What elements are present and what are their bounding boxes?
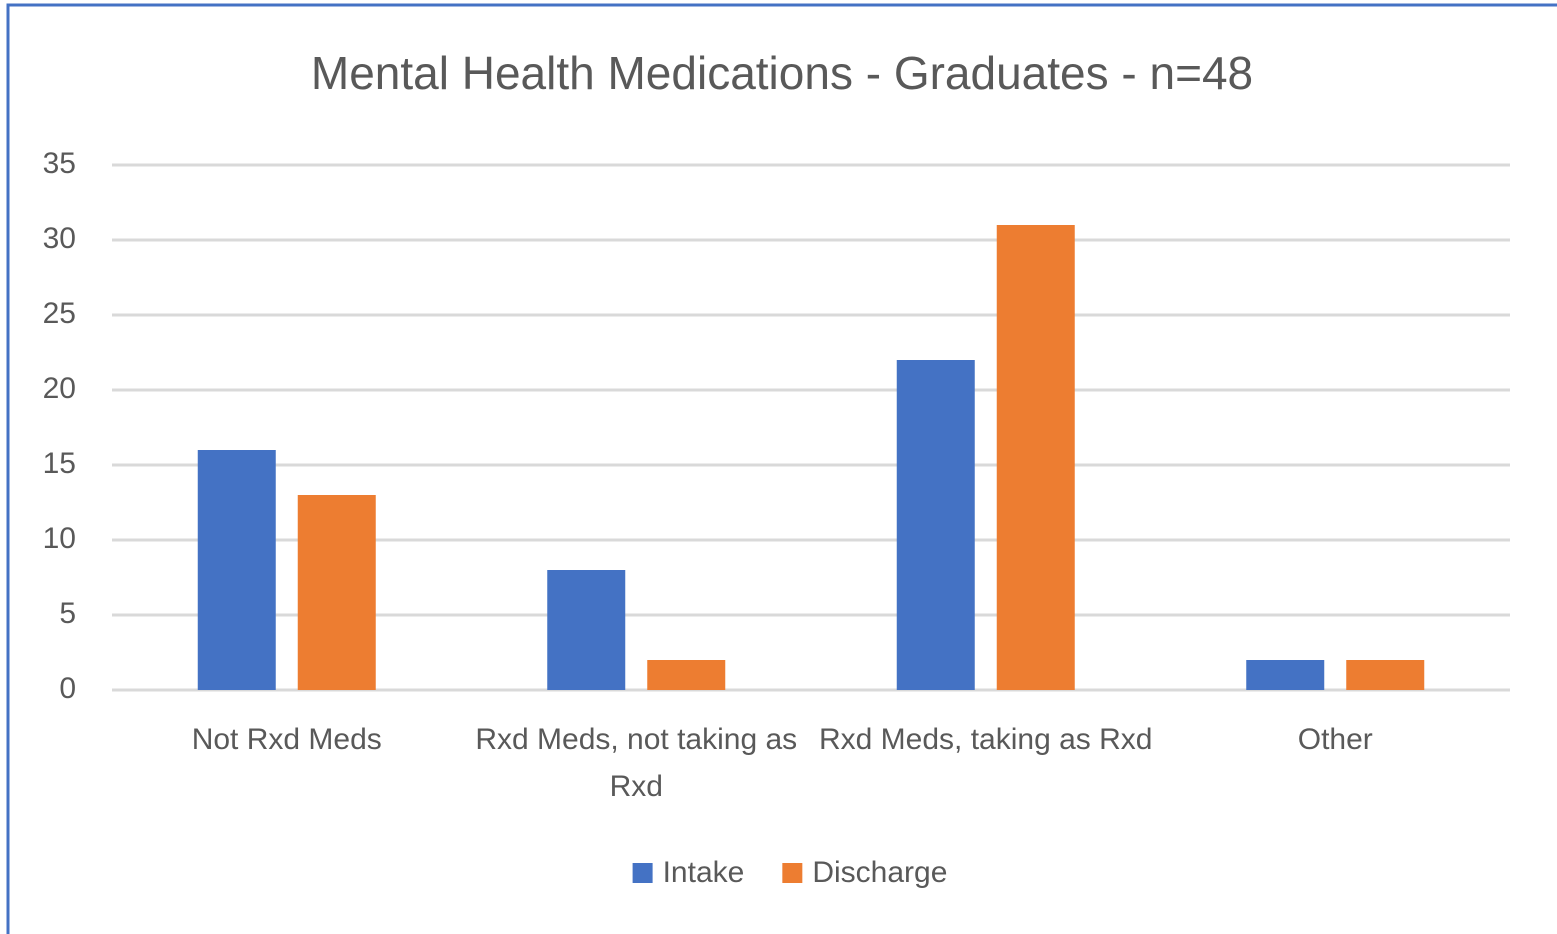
legend-label: Discharge: [812, 856, 947, 889]
bar: [1346, 660, 1425, 690]
x-tick-label: Rxd Meds, not taking as Rxd: [475, 723, 797, 803]
bar: [896, 360, 975, 690]
bar: [996, 225, 1075, 690]
y-tick-label: 35: [43, 147, 76, 180]
y-tick-label: 10: [43, 522, 76, 555]
y-tick-label: 25: [43, 297, 76, 330]
y-tick-label: 15: [43, 447, 76, 480]
x-tick-line: Rxd: [610, 770, 663, 803]
x-tick-label: Other: [1298, 723, 1373, 756]
legend-swatch: [782, 863, 803, 883]
legend: Intake Discharge: [632, 856, 947, 889]
bar: [547, 570, 626, 690]
x-tick-label: Rxd Meds, taking as Rxd: [819, 723, 1152, 756]
bar: [1246, 660, 1325, 690]
bar: [197, 450, 276, 690]
y-tick-label: 30: [43, 222, 76, 255]
x-tick-line: Rxd Meds, not taking as: [475, 723, 797, 756]
x-tick-label: Not Rxd Meds: [192, 723, 382, 756]
bar: [297, 495, 376, 690]
y-tick-label: 20: [43, 372, 76, 405]
chart-title: Mental Health Medications - Graduates - …: [311, 47, 1253, 99]
bar: [647, 660, 726, 690]
y-tick-label: 5: [59, 597, 76, 630]
legend-swatch: [632, 863, 653, 883]
legend-label: Intake: [663, 856, 745, 889]
y-tick-label: 0: [59, 672, 76, 705]
